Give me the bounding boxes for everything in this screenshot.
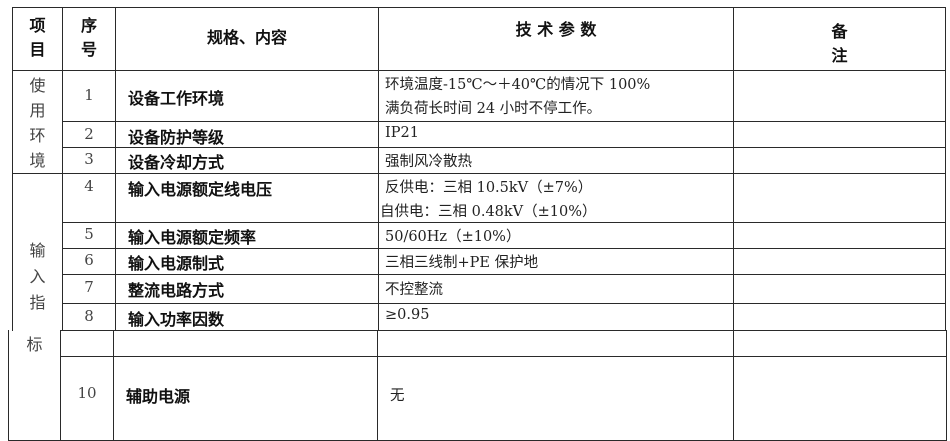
row-no-cell: 4 xyxy=(62,173,116,223)
row-spec-cell: 设备防护等级 xyxy=(115,121,379,148)
row-note-cell xyxy=(733,248,946,275)
row-number: 6 xyxy=(84,251,94,269)
header-spec-label: 规格、内容 xyxy=(206,28,287,47)
row-no-cell xyxy=(60,330,114,357)
row-spec: 整流电路方式 xyxy=(128,281,225,300)
row-spec-cell: 整流电路方式 xyxy=(115,274,379,304)
row-no-cell: 7 xyxy=(62,274,116,304)
row-param-cell xyxy=(377,330,734,357)
row-param-cell: 反供电：三相 10.5kV（±7%） 自供电：三相 0.48kV（±10%） xyxy=(378,173,734,223)
row-number: 5 xyxy=(84,225,94,243)
row-param-cell: IP21 xyxy=(378,121,734,148)
row-param-cell: ≥0.95 xyxy=(378,303,734,331)
row-param-line2: 自供电：三相 0.48kV（±10%） xyxy=(380,204,597,220)
group-input-char: 输 xyxy=(29,241,46,260)
row-spec: 输入电源额定频率 xyxy=(128,228,257,247)
row-spec: 设备工作环境 xyxy=(128,89,225,108)
row-note-cell xyxy=(733,274,946,304)
row-param: 三相三线制+PE 保护地 xyxy=(385,255,539,271)
row-param: IP21 xyxy=(385,125,419,141)
group-environment-char: 境 xyxy=(29,151,46,170)
header-cell-no: 序号 xyxy=(62,7,116,71)
row-no-cell: 6 xyxy=(62,248,116,275)
row-spec-cell xyxy=(113,330,378,357)
row-param-cell: 环境温度-15℃～＋40℃的情况下 100% 满负荷长时间 24 小时不停工作。 xyxy=(378,70,734,122)
group-environment-char: 环 xyxy=(29,126,46,145)
row-spec: 辅助电源 xyxy=(126,387,191,406)
row-param: 无 xyxy=(390,388,405,404)
row-spec: 输入功率因数 xyxy=(128,310,225,329)
group-environment-char: 使 xyxy=(29,76,46,95)
row-param: 50/60Hz（±10%） xyxy=(385,229,521,245)
row-param-line2: 满负荷长时间 24 小时不停工作。 xyxy=(385,101,602,117)
group-input-char: 入 xyxy=(29,267,46,286)
row-note-cell xyxy=(733,356,947,441)
row-param-cell: 50/60Hz（±10%） xyxy=(378,222,734,249)
group-input-char: 指 xyxy=(29,293,46,312)
group-cell-input: 输入指 xyxy=(12,173,63,331)
row-number: 4 xyxy=(84,177,94,195)
header-cell-spec: 规格、内容 xyxy=(115,7,379,71)
row-param: 反供电：三相 10.5kV（±7%） xyxy=(385,180,593,196)
row-spec-cell: 输入电源额定频率 xyxy=(115,222,379,249)
row-note-cell xyxy=(733,70,946,122)
group-cell-environment: 使用环境 xyxy=(12,70,63,174)
row-number: 7 xyxy=(84,278,94,296)
header-no-char: 序 xyxy=(80,16,97,35)
row-no-cell: 1 xyxy=(62,70,116,122)
row-no-cell: 2 xyxy=(62,121,116,148)
row-spec: 设备防护等级 xyxy=(128,128,225,147)
header-item-char: 项 xyxy=(29,16,46,35)
header-item-char: 目 xyxy=(29,40,46,59)
group-cell-input-continued: 标 xyxy=(8,330,61,441)
row-note-cell xyxy=(733,147,946,174)
row-number: 3 xyxy=(84,150,94,168)
row-note-cell xyxy=(733,121,946,148)
row-param-cell: 无 xyxy=(377,356,734,441)
header-cell-note: 备注 xyxy=(733,7,946,71)
header-note-char: 备 xyxy=(831,22,848,41)
header-param-label: 技 术 参 数 xyxy=(515,20,597,39)
row-no-cell: 10 xyxy=(60,356,114,441)
row-spec-cell: 辅助电源 xyxy=(113,356,378,441)
row-spec-cell: 设备冷却方式 xyxy=(115,147,379,174)
row-note-cell xyxy=(733,173,946,223)
row-param-cell: 三相三线制+PE 保护地 xyxy=(378,248,734,275)
row-no-cell: 5 xyxy=(62,222,116,249)
row-param-cell: 强制风冷散热 xyxy=(378,147,734,174)
group-environment-char: 用 xyxy=(29,101,46,120)
row-number: 1 xyxy=(84,86,94,104)
row-spec-cell: 输入功率因数 xyxy=(115,303,379,331)
row-param: ≥0.95 xyxy=(385,307,430,323)
row-note-cell xyxy=(733,330,947,357)
row-param: 强制风冷散热 xyxy=(385,154,472,170)
row-param: 环境温度-15℃～＋40℃的情况下 100% xyxy=(385,77,651,93)
group-input-char: 标 xyxy=(26,335,43,354)
row-number: 10 xyxy=(77,384,97,402)
row-spec: 输入电源额定线电压 xyxy=(128,180,273,199)
header-note-char: 注 xyxy=(831,46,848,65)
row-spec: 输入电源制式 xyxy=(128,254,225,273)
row-param-cell: 不控整流 xyxy=(378,274,734,304)
row-no-cell: 8 xyxy=(62,303,116,331)
row-number: 2 xyxy=(84,125,94,143)
header-cell-item: 项目 xyxy=(12,7,63,71)
row-spec-cell: 输入电源制式 xyxy=(115,248,379,275)
row-note-cell xyxy=(733,222,946,249)
row-param: 不控整流 xyxy=(385,282,443,298)
row-spec-cell: 设备工作环境 xyxy=(115,70,379,122)
row-spec: 设备冷却方式 xyxy=(128,153,225,172)
row-note-cell xyxy=(733,303,946,331)
header-cell-param: 技 术 参 数 xyxy=(378,7,734,71)
row-number: 8 xyxy=(84,307,94,325)
row-spec-cell: 输入电源额定线电压 xyxy=(115,173,379,223)
row-no-cell: 3 xyxy=(62,147,116,174)
header-no-char: 号 xyxy=(80,40,97,59)
